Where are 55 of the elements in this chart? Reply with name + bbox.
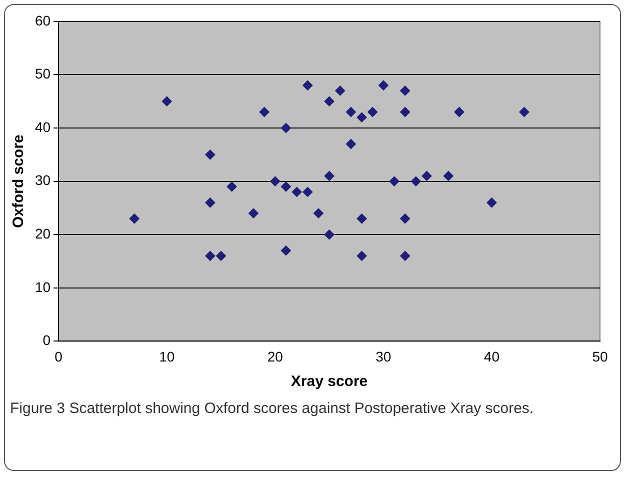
point xyxy=(486,198,497,208)
point xyxy=(400,250,410,261)
point xyxy=(346,107,356,118)
point xyxy=(400,214,410,224)
y-tick-label: 40 xyxy=(34,118,51,135)
x-tick-label: 50 xyxy=(592,348,608,364)
y-axis-title: Oxford score xyxy=(10,134,28,228)
x-tick-label: 30 xyxy=(376,348,392,364)
point xyxy=(519,107,530,118)
point xyxy=(280,182,291,192)
point xyxy=(324,96,334,106)
y-tick-label: 30 xyxy=(34,172,51,188)
point xyxy=(324,230,334,240)
point xyxy=(454,107,464,118)
point xyxy=(324,170,334,181)
point xyxy=(302,80,313,90)
y-tick-label: 0 xyxy=(42,332,51,348)
point xyxy=(422,170,432,181)
point xyxy=(280,246,291,256)
point xyxy=(356,214,367,224)
caption: Figure 3 Scatterplot showing Oxford scores against Postoperative Xray scores. xyxy=(10,399,535,419)
point xyxy=(302,186,313,197)
point xyxy=(205,250,216,261)
point xyxy=(335,86,346,96)
point xyxy=(205,198,216,208)
point xyxy=(162,96,172,106)
x-axis-title: Xray score xyxy=(290,373,368,390)
point xyxy=(292,186,302,197)
point xyxy=(129,214,140,224)
point xyxy=(443,170,454,181)
y-tick-label: 10 xyxy=(34,278,51,295)
point xyxy=(400,107,410,118)
y-tick-label: 50 xyxy=(34,66,51,82)
point xyxy=(205,150,216,160)
point xyxy=(280,123,291,133)
x-tick-label: 10 xyxy=(159,348,175,364)
point xyxy=(216,250,226,261)
y-tick-label: 60 xyxy=(34,12,51,28)
point xyxy=(270,176,280,186)
y-tick-label: 20 xyxy=(34,225,51,242)
point xyxy=(368,107,378,118)
point xyxy=(378,80,388,90)
point xyxy=(346,138,356,149)
point xyxy=(410,176,421,186)
point xyxy=(226,182,237,192)
point xyxy=(356,250,367,261)
x-tick-label: 40 xyxy=(484,348,500,364)
x-tick-label: 20 xyxy=(267,348,284,364)
point xyxy=(400,86,410,96)
x-tick-label: 0 xyxy=(54,348,63,364)
point xyxy=(389,176,400,186)
point xyxy=(313,208,324,218)
point xyxy=(356,112,367,122)
point xyxy=(259,107,270,118)
point xyxy=(248,208,258,218)
